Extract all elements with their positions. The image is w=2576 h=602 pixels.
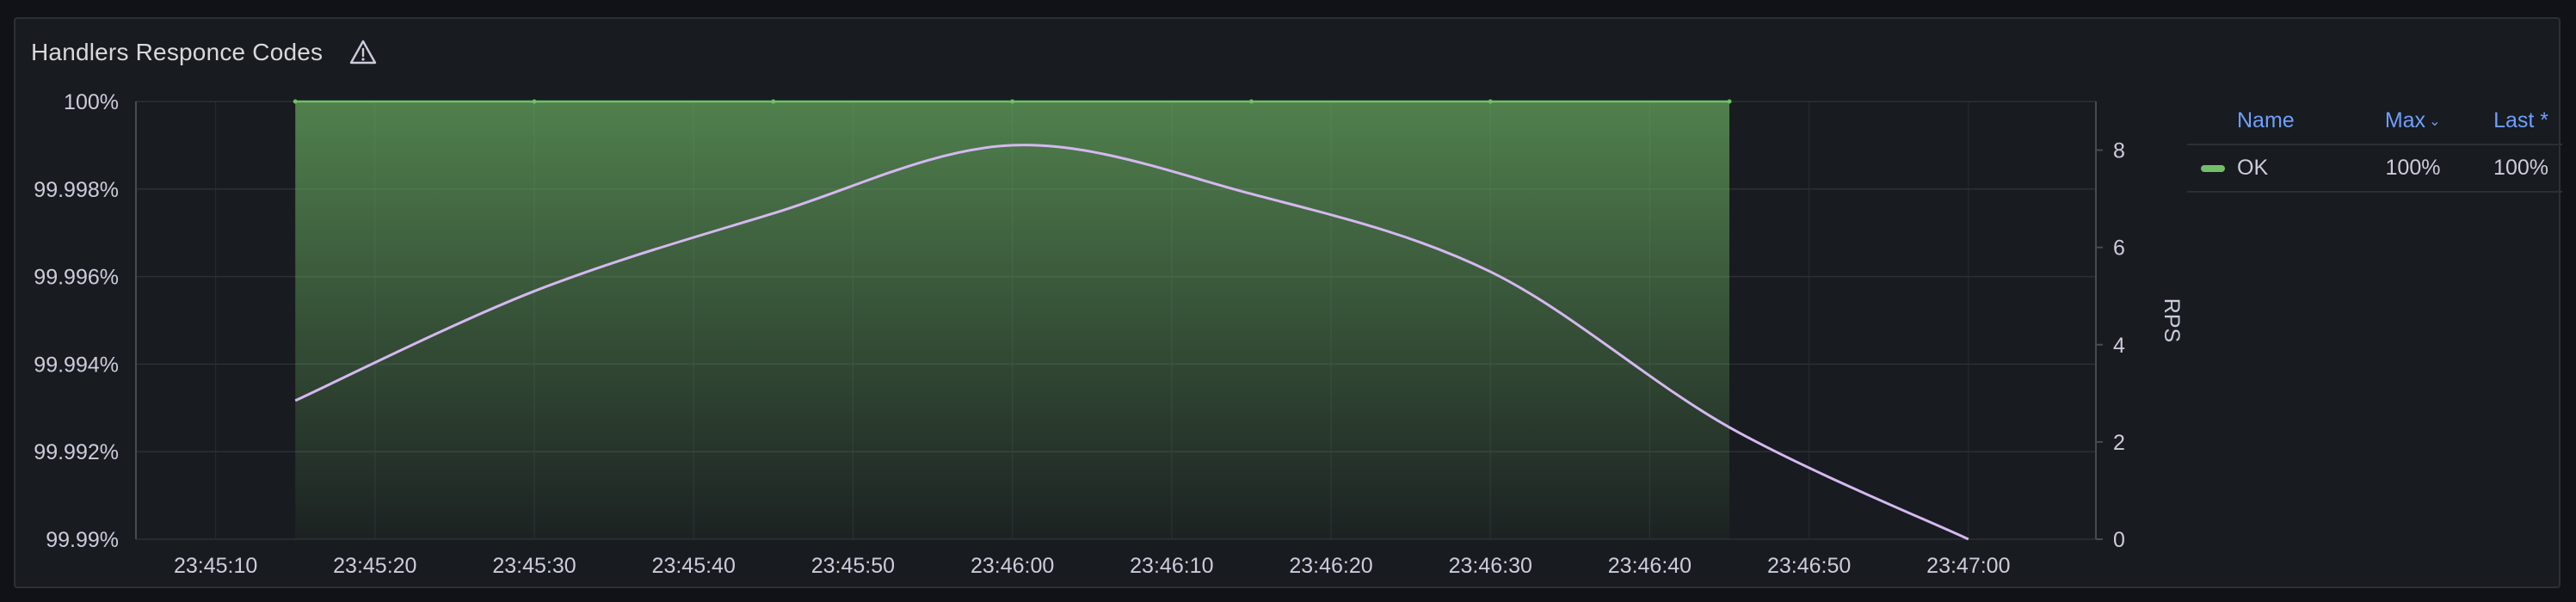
x-tick-label: 23:46:40 — [1608, 554, 1692, 578]
y-right-tick-label: 2 — [2113, 431, 2125, 455]
x-tick-label: 23:45:10 — [174, 554, 257, 578]
y-left-tick-label: 99.998% — [34, 178, 119, 202]
y-left-tick-label: 99.99% — [46, 528, 119, 552]
ok-data-point[interactable] — [1010, 99, 1015, 104]
y-left-tick-label: 100% — [64, 90, 119, 114]
y-right-axis-label: RPS — [2160, 298, 2184, 342]
ok-data-point[interactable] — [1248, 99, 1254, 104]
legend-cell-max: 100% — [2345, 144, 2455, 193]
axes: 99.99% 99.992% 99.994% 99.996% 99.998% 100% 23… — [34, 90, 2184, 578]
x-tick-label: 23:45:30 — [492, 554, 576, 578]
legend-cell-name: OK — [2187, 144, 2346, 193]
x-tick-label: 23:46:50 — [1767, 554, 1851, 578]
x-tick-label: 23:47:00 — [1926, 554, 2010, 578]
x-tick-label: 23:46:20 — [1289, 554, 1372, 578]
y-left-tick-label: 99.994% — [34, 353, 119, 377]
y-right-tick-label: 8 — [2113, 139, 2125, 163]
ok-series-area — [293, 99, 1732, 539]
y-right-tick-label: 0 — [2113, 528, 2125, 552]
x-tick-label: 23:45:40 — [652, 554, 736, 578]
legend-col-max-label: Max — [2384, 108, 2426, 132]
ok-data-point[interactable] — [1727, 99, 1732, 104]
ok-data-point[interactable] — [771, 99, 776, 104]
legend-col-name[interactable]: Name — [2187, 108, 2346, 145]
ok-data-point[interactable] — [532, 99, 537, 104]
x-tick-label: 23:46:00 — [971, 554, 1054, 578]
legend-row-name: OK — [2237, 156, 2269, 180]
x-tick-label: 23:46:10 — [1130, 554, 1213, 578]
legend-header-row: Name Max ⌄ Last * — [2187, 108, 2562, 145]
legend: Name Max ⌄ Last * OK 100% 100% — [2187, 108, 2562, 193]
legend-col-last[interactable]: Last * — [2454, 108, 2562, 145]
y-left-tick-label: 99.996% — [34, 266, 119, 290]
x-tick-label: 23:45:20 — [333, 554, 416, 578]
legend-col-max[interactable]: Max ⌄ — [2345, 108, 2455, 145]
legend-table: Name Max ⌄ Last * OK 100% 100% — [2187, 108, 2562, 193]
legend-cell-last: 100% — [2454, 144, 2562, 193]
x-tick-label: 23:45:50 — [811, 554, 895, 578]
rps-series-line[interactable] — [294, 144, 1969, 541]
warning-triangle-icon[interactable] — [348, 38, 378, 67]
ok-data-point[interactable] — [1488, 99, 1493, 104]
y-right-tick-label: 6 — [2113, 236, 2125, 261]
chevron-down-icon: ⌄ — [2429, 114, 2441, 130]
panel-title[interactable]: Handlers Responce Codes — [31, 39, 324, 65]
ok-area-fill — [295, 101, 1730, 539]
panel-header: Handlers Responce Codes — [31, 31, 378, 74]
ok-series-swatch — [2201, 165, 2225, 173]
y-right-tick-label: 4 — [2113, 334, 2125, 358]
y-left-tick-label: 99.992% — [34, 440, 119, 464]
legend-row-ok[interactable]: OK 100% 100% — [2187, 144, 2562, 193]
ok-data-point[interactable] — [293, 99, 298, 104]
rps-series-layer — [294, 144, 1969, 541]
x-tick-label: 23:46:30 — [1449, 554, 1532, 578]
